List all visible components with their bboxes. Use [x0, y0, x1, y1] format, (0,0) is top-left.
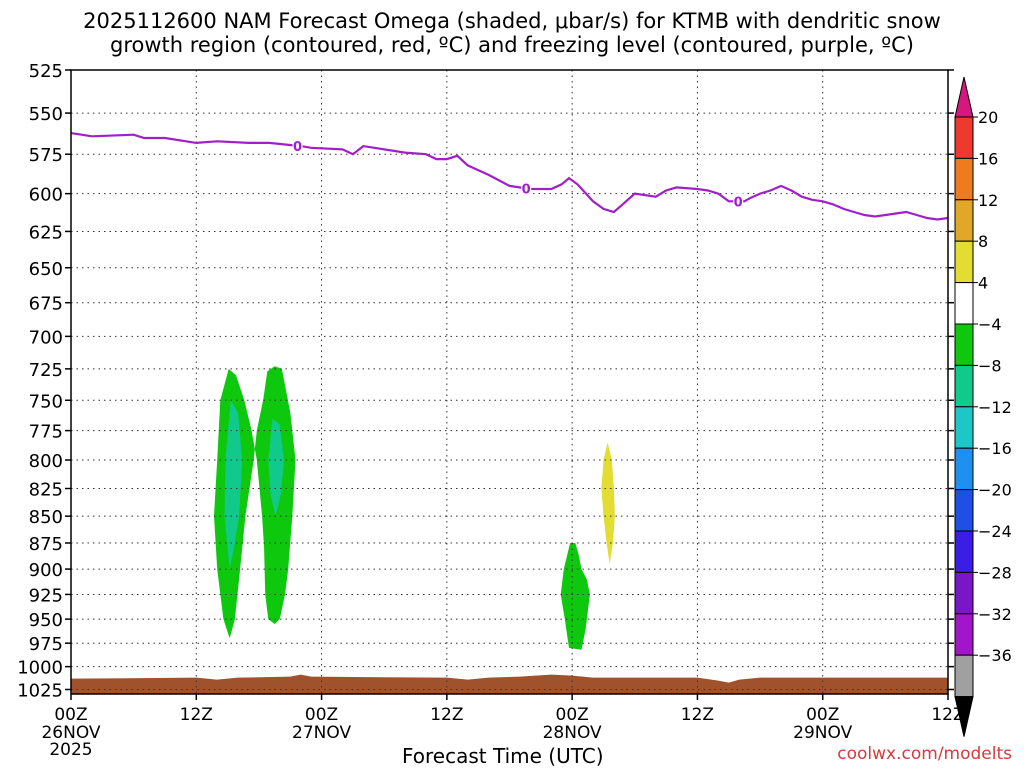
colorbar-label: 20: [978, 108, 998, 127]
contour-label-bg: [521, 180, 532, 196]
omega-region: [224, 400, 243, 570]
colorbar-label: 12: [978, 191, 998, 210]
y-tick-label: 925: [29, 585, 63, 606]
x-tick-label: 00Z: [806, 705, 839, 725]
colorbar-swatch: [954, 364, 974, 408]
x-tick-label: 00Z: [305, 705, 338, 725]
colorbar-label: −28: [978, 563, 1012, 582]
y-tick-label: 825: [29, 480, 63, 501]
colorbar-swatch: [954, 116, 974, 159]
omega-region: [268, 418, 284, 517]
colorbar-swatch: [954, 447, 974, 491]
x-tick-year: 2025: [49, 740, 92, 760]
y-tick-label: 775: [29, 422, 63, 443]
x-tick-label: 12Z: [180, 705, 213, 725]
y-tick-label: 750: [29, 391, 63, 412]
omega-region: [601, 442, 615, 564]
x-tick-date: 26NOV: [41, 723, 100, 743]
plot-frame: [70, 69, 949, 695]
colorbar-label: −12: [978, 398, 1012, 417]
y-tick-label: 675: [29, 294, 63, 315]
colorbar-swatch: [954, 240, 974, 284]
colorbar-swatch: [954, 282, 974, 325]
x-tick-label: 00Z: [54, 705, 87, 725]
y-tick-label: 650: [29, 259, 63, 280]
colorbar-label: 16: [978, 149, 998, 168]
x-tick-label: 00Z: [556, 705, 589, 725]
colorbar-label: −32: [978, 605, 1012, 624]
x-tick-date: 29NOV: [793, 723, 852, 743]
colorbar-label: −8: [978, 356, 1002, 375]
y-tick-label: 725: [29, 360, 63, 381]
y-tick-label: 1025: [17, 680, 63, 701]
contour-label-bg: [733, 193, 744, 209]
y-tick-label: 600: [29, 185, 63, 206]
y-tick-label: 900: [29, 560, 63, 581]
y-tick-label: 875: [29, 534, 63, 555]
colorbar-swatch: [954, 323, 974, 366]
x-tick-date: 27NOV: [292, 723, 351, 743]
colorbar-swatch: [954, 613, 974, 656]
colorbar-label: −36: [978, 646, 1012, 665]
freezing-level-label: 0: [293, 140, 302, 155]
colorbar-swatch: [954, 406, 974, 449]
y-tick-label: 525: [29, 61, 63, 82]
freezing-level-line: [70, 132, 949, 221]
colorbar-swatch: [954, 489, 974, 532]
colorbar-swatch: [954, 530, 974, 573]
omega-region: [560, 543, 590, 650]
x-tick-label: 12Z: [931, 705, 964, 725]
credit-text: coolwx.com/modelts: [837, 744, 1012, 764]
y-tick-label: 625: [29, 222, 63, 243]
x-tick-label: 12Z: [681, 705, 714, 725]
colorbar-label: −16: [978, 439, 1012, 458]
y-tick-label: 975: [29, 634, 63, 655]
y-tick-label: 700: [29, 327, 63, 348]
freezing-level-label: 0: [734, 195, 743, 210]
colorbar-label: −4: [978, 315, 1002, 334]
contour-label-bg: [292, 137, 303, 153]
colorbar-label: −20: [978, 481, 1012, 500]
colorbar-swatch: [954, 199, 974, 242]
chart-title-line1: 2025112600 NAM Forecast Omega (shaded, μ…: [83, 9, 941, 33]
x-tick-label: 12Z: [430, 705, 463, 725]
y-tick-label: 550: [29, 104, 63, 125]
colorbar-label: 4: [978, 274, 988, 293]
y-tick-label: 950: [29, 610, 63, 631]
colorbar-top-triangle: [954, 76, 974, 118]
colorbar-label: 8: [978, 232, 988, 251]
y-tick-label: 800: [29, 451, 63, 472]
colorbar-label: −24: [978, 522, 1012, 541]
terrain-fill: [71, 674, 948, 694]
colorbar-bottom-triangle: [954, 696, 974, 737]
chart-title-line2: growth region (contoured, red, ºC) and f…: [110, 33, 914, 57]
colorbar-swatch: [954, 157, 974, 201]
y-tick-label: 850: [29, 507, 63, 528]
x-axis-title: Forecast Time (UTC): [402, 744, 604, 768]
colorbar-swatch: [954, 654, 974, 698]
colorbar-swatch: [954, 571, 974, 615]
y-tick-label: 1000: [17, 658, 63, 679]
freezing-level-label: 0: [522, 182, 531, 197]
y-tick-label: 575: [29, 145, 63, 166]
x-tick-date: 28NOV: [543, 723, 602, 743]
